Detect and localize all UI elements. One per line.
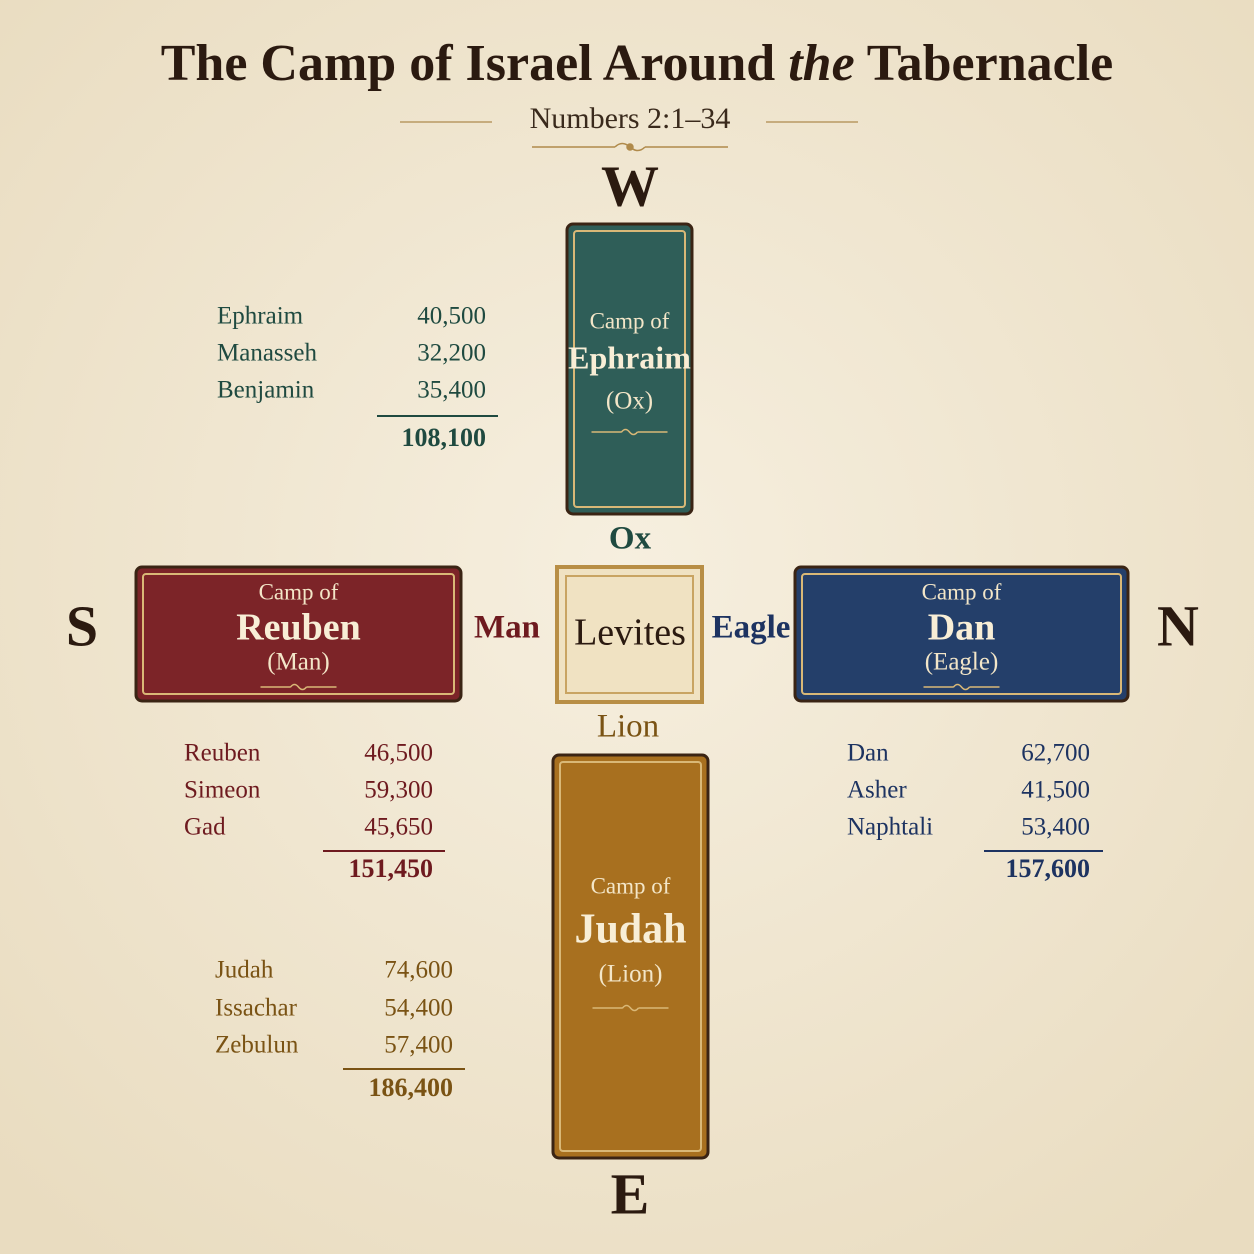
tribe-count: 54,400 [384,995,453,1022]
camp-emblem: (Eagle) [925,649,999,676]
tribe-count: 53,400 [1021,814,1090,841]
tribe-name: Naphtali [847,814,933,841]
camp-emblem: (Man) [267,649,329,676]
camp-name: Ephraim [568,339,691,375]
center-label: Levites [574,612,686,654]
camp-box [793,565,1130,703]
tribe-count: 45,650 [364,814,433,841]
tribe-count: 59,300 [364,777,433,804]
camp-name: Judah [574,907,686,953]
emblem-label: Man [474,610,540,646]
box-ornament [591,428,668,436]
tribe-name: Dan [847,740,889,767]
tribe-count: 62,700 [1021,740,1090,767]
tribe-name: Gad [184,814,226,841]
camp-emblem: (Lion) [599,961,663,988]
center-box-border [565,575,694,694]
box-ornament [592,1004,669,1012]
camp-prefix: Camp of [591,873,671,898]
tribe-name: Zebulun [215,1032,299,1059]
camp-prefix: Camp of [590,308,670,333]
direction: W [601,153,659,218]
title-part: the [788,35,854,92]
camp-name: Dan [928,607,996,649]
direction: E [611,1161,650,1226]
tribe-count: 57,400 [384,1032,453,1059]
tribe-count: 74,600 [384,957,453,984]
camp-box [551,753,710,1160]
camp-total: 108,100 [402,423,487,452]
tribe-name: Manasseh [217,340,317,367]
tribe-count: 40,500 [417,303,486,330]
center-box [555,565,704,704]
camp-box-border [559,761,702,1152]
camp-box-border [801,573,1122,695]
camp-prefix: Camp of [259,579,339,604]
camp-total: 186,400 [369,1073,454,1102]
box-ornament [260,683,337,691]
tribe-name: Asher [847,777,907,804]
box-ornament [923,683,1000,691]
camp-total: 157,600 [1006,854,1091,883]
tribe-count: 46,500 [364,740,433,767]
emblem-label: Lion [597,709,659,745]
camp-name: Reuben [236,607,361,649]
title: The Camp of Israel Around the Tabernacle [161,35,1114,92]
ornament [532,142,728,152]
camp-emblem: (Ox) [606,388,653,415]
tribe-name: Simeon [184,777,261,804]
title-part: The Camp of Israel Around [161,35,776,92]
compass: W S N E [66,153,1199,1226]
camp-box-border [142,573,455,695]
camp-box-border [573,230,686,508]
tribe-name: Reuben [184,740,261,767]
tribe-name: Issachar [215,995,298,1022]
title-part: Tabernacle [867,35,1114,92]
tribe-name: Judah [215,957,274,984]
direction: N [1157,593,1199,658]
subtitle: Numbers 2:1–34 [530,102,731,135]
emblem-label: Ox [609,521,652,557]
tribe-count: 32,200 [417,340,486,367]
camp-box [565,222,694,516]
tribe-count: 35,400 [417,377,486,404]
tribe-count: 41,500 [1021,777,1090,804]
direction: S [66,593,98,658]
camp-box [134,565,463,703]
tribe-name: Benjamin [217,377,315,404]
tribe-name: Ephraim [217,303,304,330]
emblem-label: Eagle [712,610,791,646]
camp-prefix: Camp of [922,579,1002,604]
camp-total: 151,450 [349,854,434,883]
